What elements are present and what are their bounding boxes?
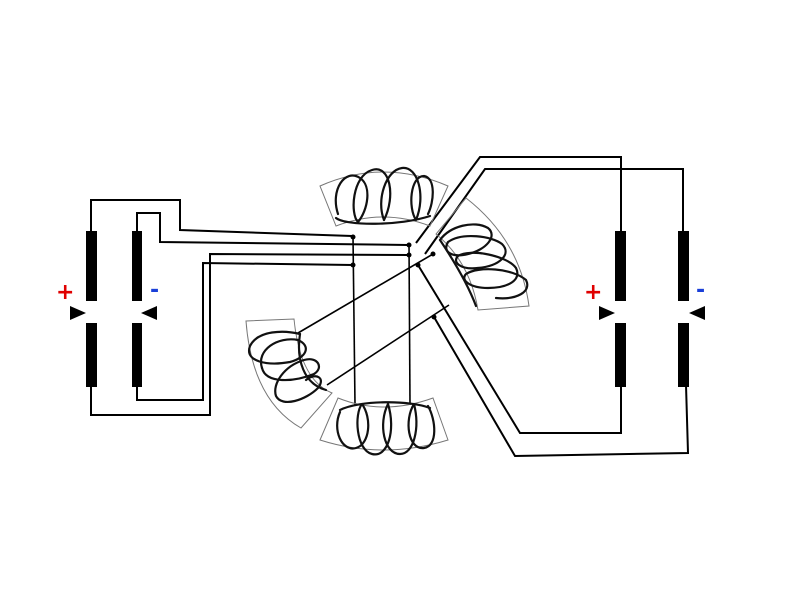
left-outer-return-wire bbox=[90, 252, 409, 416]
right-source-wiring bbox=[415, 156, 690, 458]
left-arrow-icon bbox=[141, 306, 157, 320]
right-outer-return-wire bbox=[417, 264, 622, 434]
diagonal-link-upper bbox=[297, 253, 434, 334]
left-inner-return-wire bbox=[136, 261, 354, 401]
battery-plate-right-plus-top bbox=[615, 231, 626, 301]
right-arrow-icon bbox=[599, 306, 615, 320]
battery-plate-left-minus-top bbox=[132, 231, 142, 301]
battery-plate-right-plus-bottom bbox=[615, 323, 626, 387]
coil-top bbox=[334, 166, 434, 225]
junction-node bbox=[406, 242, 412, 248]
junction-node bbox=[350, 234, 356, 240]
battery-plate-left-plus-top bbox=[86, 231, 97, 301]
right-battery-pack bbox=[599, 231, 705, 387]
left-plus-label: + bbox=[56, 280, 75, 305]
coil-left bbox=[248, 330, 328, 404]
right-inner-return-wire bbox=[433, 316, 690, 458]
coil-right bbox=[438, 223, 529, 308]
coil-bottom bbox=[336, 401, 436, 456]
right-plus-label: + bbox=[584, 280, 603, 305]
left-arrow-icon bbox=[70, 306, 86, 320]
junction-node bbox=[430, 251, 436, 257]
right-arrow-icon bbox=[689, 306, 705, 320]
vertical-links bbox=[350, 234, 412, 406]
battery-plate-left-minus-bottom bbox=[132, 323, 142, 387]
battery-plate-right-minus-bottom bbox=[678, 323, 689, 387]
right-outer-wire bbox=[415, 156, 622, 244]
vertical-link-right bbox=[408, 242, 411, 406]
left-inner-wire bbox=[136, 212, 409, 246]
right-minus-label: - bbox=[696, 278, 706, 303]
left-battery-pack bbox=[70, 231, 157, 387]
left-outer-wire bbox=[90, 199, 353, 237]
core-segment-left bbox=[245, 318, 333, 429]
diagonal-links bbox=[297, 251, 450, 386]
diagonal-link-lower bbox=[326, 304, 450, 386]
battery-plate-right-minus-top bbox=[678, 231, 689, 301]
core-segment-right bbox=[435, 197, 530, 311]
right-inner-wire bbox=[424, 168, 684, 255]
battery-plate-left-plus-bottom bbox=[86, 323, 97, 387]
junction-node bbox=[350, 262, 356, 268]
left-source-wiring bbox=[90, 199, 409, 416]
left-minus-label: - bbox=[150, 278, 160, 303]
vertical-link-left bbox=[352, 235, 356, 406]
junction-node bbox=[406, 252, 412, 258]
